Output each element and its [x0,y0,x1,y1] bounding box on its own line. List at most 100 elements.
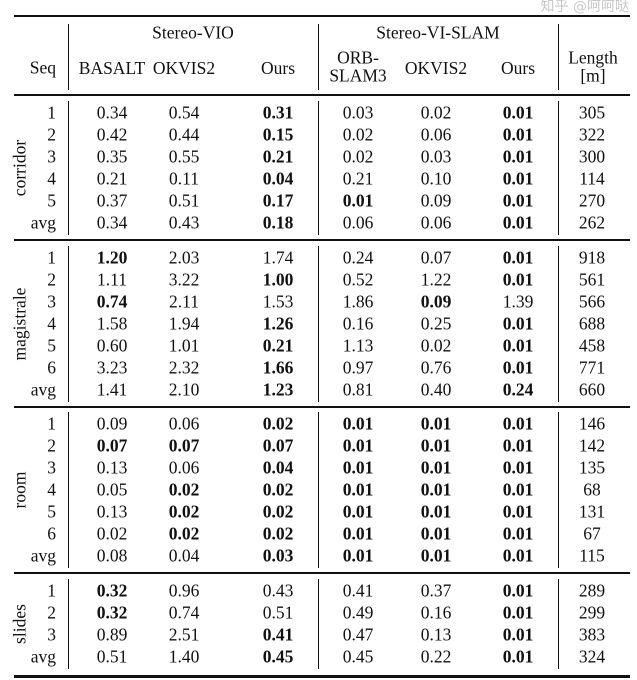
value-cell: 0.97 [342,357,374,378]
vertical-rule [558,412,559,568]
value-cell: 0.21 [262,335,294,356]
value-cell: 3.23 [96,357,128,378]
vertical-rule [558,101,559,235]
column-header: Ours [500,57,536,78]
length-cell: 322 [578,124,606,145]
length-cell: 458 [578,335,606,356]
seq-cell: 2 [47,435,56,456]
vertical-rule [318,24,319,90]
value-cell: 0.04 [262,168,294,189]
value-cell: 0.06 [420,212,452,233]
value-cell: 0.24 [502,379,534,400]
value-cell: 0.41 [262,624,294,645]
value-cell: 0.44 [168,124,200,145]
value-cell: 0.05 [96,479,128,500]
value-cell: 0.49 [342,602,374,623]
value-cell: 0.60 [96,335,128,356]
value-cell: 0.09 [96,413,128,434]
value-cell: 0.01 [342,501,374,522]
seq-cell: 1 [47,413,56,434]
value-cell: 0.01 [502,624,534,645]
seq-cell: 5 [47,190,56,211]
value-cell: 0.01 [420,457,452,478]
value-cell: 0.25 [420,313,452,334]
seq-cell: 1 [47,247,56,268]
value-cell: 0.02 [168,523,200,544]
length-cell: 561 [578,269,606,290]
horizontal-rule [14,94,630,96]
length-cell: 660 [578,379,606,400]
seq-cell: 1 [47,580,56,601]
value-cell: 1.86 [342,291,374,312]
value-cell: 0.01 [420,413,452,434]
value-cell: 0.01 [502,102,534,123]
value-cell: 0.45 [342,646,374,667]
vertical-rule [68,101,69,235]
value-cell: 0.34 [96,102,128,123]
value-cell: 0.06 [168,413,200,434]
seq-cell: avg [30,646,56,667]
value-cell: 0.01 [342,545,374,566]
seq-cell: 2 [47,602,56,623]
value-cell: 1.23 [262,379,294,400]
value-cell: 0.01 [502,580,534,601]
value-cell: 1.74 [262,247,294,268]
value-cell: 0.01 [502,168,534,189]
value-cell: 1.40 [168,646,200,667]
value-cell: 0.17 [262,190,294,211]
value-cell: 2.10 [168,379,200,400]
seq-cell: 2 [47,124,56,145]
value-cell: 0.03 [420,146,452,167]
vertical-rule [68,412,69,568]
value-cell: 0.34 [96,212,128,233]
value-cell: 0.09 [420,190,452,211]
horizontal-rule [14,15,630,17]
value-cell: 0.07 [262,435,294,456]
value-cell: 0.13 [96,457,128,478]
length-cell: 68 [583,479,601,500]
length-cell: 114 [579,168,605,189]
section-label-magistrale: magistrale [9,287,30,361]
vertical-rule [68,24,69,90]
value-cell: 0.21 [342,168,374,189]
watermark: 知乎 @呵呵哒 [540,0,629,15]
column-header: Ours [260,57,296,78]
value-cell: 0.01 [502,313,534,334]
value-cell: 0.55 [168,146,200,167]
length-cell: 383 [578,624,606,645]
value-cell: 0.01 [420,545,452,566]
length-cell: 771 [578,357,606,378]
length-cell: 566 [578,291,606,312]
length-cell: 67 [583,523,601,544]
value-cell: 0.01 [342,457,374,478]
value-cell: 0.37 [420,580,452,601]
value-cell: 1.13 [342,335,374,356]
value-cell: 0.01 [502,335,534,356]
column-header-seq: Seq [29,57,56,78]
seq-cell: 5 [47,501,56,522]
column-header: Length [m] [568,47,618,86]
value-cell: 0.18 [262,212,294,233]
seq-cell: 4 [47,479,56,500]
vertical-rule [318,101,319,235]
value-cell: 0.01 [502,435,534,456]
value-cell: 0.32 [96,602,128,623]
value-cell: 0.16 [342,313,374,334]
value-cell: 0.02 [262,413,294,434]
section-label-room: room [9,471,30,509]
value-cell: 0.01 [420,501,452,522]
value-cell: 0.06 [168,457,200,478]
value-cell: 1.66 [262,357,294,378]
value-cell: 0.51 [96,646,128,667]
value-cell: 0.01 [342,479,374,500]
value-cell: 0.02 [342,146,374,167]
value-cell: 0.37 [96,190,128,211]
seq-cell: avg [30,212,56,233]
length-cell: 115 [579,545,605,566]
value-cell: 0.15 [262,124,294,145]
value-cell: 0.41 [342,580,374,601]
value-cell: 0.01 [342,413,374,434]
column-header: OKVIS2 [152,57,216,78]
value-cell: 0.08 [96,545,128,566]
value-cell: 0.45 [262,646,294,667]
